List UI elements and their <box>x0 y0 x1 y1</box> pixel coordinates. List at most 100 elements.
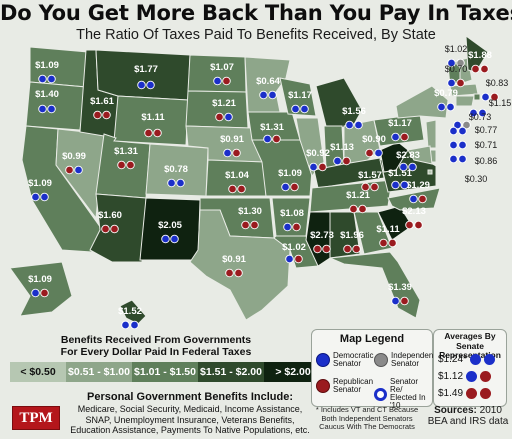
democrat-senator-dot-icon <box>437 102 446 112</box>
ratio-label-nm: $2.05 <box>158 220 182 231</box>
ratio-label-vt: $1.02 <box>445 44 468 54</box>
democrat-senator-dot-icon <box>374 148 383 158</box>
ratio-label-ma: $0.83 <box>486 78 509 88</box>
democrat-senator-dot-icon <box>74 165 83 175</box>
republican-senator-dot-icon <box>222 76 231 86</box>
democrat-senator-dot-icon <box>333 156 342 166</box>
ratio-label-mn: $0.64 <box>256 76 280 87</box>
state-ny <box>395 85 449 119</box>
democrat-senator-dot-icon <box>223 148 232 158</box>
democrat-senator-dot-icon <box>409 194 418 204</box>
ratio-label-ct: $0.73 <box>469 112 492 122</box>
republican-senator-dot-icon <box>456 78 465 88</box>
democrat-senator-dot-icon <box>458 154 467 164</box>
average-value: $1.24* <box>438 354 467 365</box>
ratio-label-ar: $1.08 <box>280 208 304 219</box>
key-bin-051-100: $0.51 - $1.00 <box>66 362 132 382</box>
republican-senator-dot-icon <box>144 128 153 138</box>
republican-senator-dot-icon <box>480 64 489 74</box>
democrat-senator-dot-icon <box>170 234 179 244</box>
legend-republican-label: Republican Senator <box>333 377 374 394</box>
ratio-label-il: $0.92 <box>306 148 330 159</box>
sources-detail: 2010 BEA and IRS data <box>427 405 509 427</box>
republican-senator-dot-icon <box>225 268 234 278</box>
democrat-senator-dot-icon <box>137 80 146 90</box>
democrat-senator-dot-icon <box>458 140 467 150</box>
republican-senator-dot-icon <box>110 224 119 234</box>
democrat-senator-dot-icon <box>291 104 300 114</box>
ratio-label-me: $1.88 <box>468 50 492 61</box>
states-layer <box>9 34 489 325</box>
ratio-label-md: $0.86 <box>475 156 498 166</box>
republican-senator-dot-icon <box>342 156 351 166</box>
republican-senator-dot-icon <box>490 92 499 102</box>
democrat-senator-dot-icon <box>458 126 467 136</box>
ratio-label-sc: $2.13 <box>402 206 426 217</box>
democrat-senator-dot-icon <box>38 74 47 84</box>
republican-senator-dot-icon <box>126 160 135 170</box>
republican-senator-dot-icon <box>358 204 367 214</box>
ratio-label-nc: $1.29 <box>406 180 430 191</box>
map-legend: Map Legend Democratic Senator Independen… <box>311 329 436 410</box>
key-bin-gt200: > $2.00 <box>264 362 322 382</box>
democrat-dot-icon <box>466 371 478 382</box>
republican-senator-dot-icon <box>405 220 414 230</box>
republican-senator-dot-icon <box>40 288 49 298</box>
benefits-note: Personal Government Benefits Include: Me… <box>70 391 310 436</box>
ratio-label-ok: $1.30 <box>238 206 262 217</box>
sources-label: Sources: <box>434 405 477 416</box>
ratio-label-ne: $0.91 <box>220 134 244 145</box>
democrat-senator-dot-icon <box>400 180 409 190</box>
republican-senator-dot-icon <box>65 165 74 175</box>
democrat-senator-dot-icon <box>453 120 462 130</box>
republican-senator-dot-icon <box>228 184 237 194</box>
republican-senator-dot-icon <box>361 182 370 192</box>
state-dc <box>427 169 433 175</box>
democrat-senator-dot-icon <box>213 76 222 86</box>
ratio-label-nj: $0.77 <box>475 125 498 135</box>
democrat-senator-dot-icon <box>399 162 408 172</box>
benefits-title: Personal Government Benefits Include: <box>87 391 293 403</box>
republican-senator-dot-icon <box>388 238 397 248</box>
ratio-label-ut: $1.31 <box>114 146 138 157</box>
average-row: $1.24* <box>438 354 495 365</box>
democrat-senator-dot-icon <box>391 180 400 190</box>
independent-senator-dot-icon <box>456 58 465 68</box>
legend-reelected-label: Senator Re/ Elected In '10 <box>390 377 426 410</box>
republican-senator-dot-icon <box>232 148 241 158</box>
republican-senator-dot-icon <box>241 220 250 230</box>
legend-independent-label: Independent Senator <box>391 351 436 368</box>
republican-senator-dot-icon <box>93 110 102 120</box>
ratio-label-va: $1.51 <box>388 168 412 179</box>
ratio-label-wy: $1.11 <box>141 112 165 123</box>
ratio-label-hi: $1.52 <box>118 306 142 317</box>
republican-senator-dot-icon <box>370 182 379 192</box>
democrat-senator-dot-icon <box>449 154 458 164</box>
democrat-senator-dot-icon <box>121 320 130 330</box>
ratio-label-id: $1.61 <box>90 96 114 107</box>
republican-senator-dot-icon <box>272 134 281 144</box>
footnote: * Includes VT and CT Because Both Indepe… <box>315 405 419 431</box>
democrat-senator-dot-icon <box>408 162 417 172</box>
republican-senator-dot-icon <box>292 222 301 232</box>
us-state-map: $1.09 $1.40 $1.09 $0.99 $1.61 $1.77 $1.11 $1.31… <box>9 34 511 330</box>
democrat-senator-dot-icon <box>31 192 40 202</box>
state-mi <box>315 77 363 129</box>
state-tx <box>189 209 291 321</box>
democrat-senator-dot-icon <box>447 58 456 68</box>
republican-senator-dot-icon <box>294 254 303 264</box>
democrat-senator-dot-icon <box>449 140 458 150</box>
republican-senator-dot-icon <box>215 112 224 122</box>
republican-dot-icon <box>466 388 478 399</box>
ratio-key-scale: < $0.50 $0.51 - $1.00 $1.01 - $1.50 $1.5… <box>10 362 322 382</box>
ratio-label-wa: $1.09 <box>35 60 59 71</box>
key-bin-101-150: $1.01 - $1.50 <box>132 362 198 382</box>
state-nd <box>187 54 247 93</box>
state-ak <box>9 261 73 317</box>
democrat-senator-dot-icon <box>224 112 233 122</box>
democrat-senator-dot-icon <box>469 108 478 118</box>
state-ms <box>305 211 331 267</box>
ratio-key-title: Benefits Received From Governments For E… <box>60 334 252 358</box>
democrat-senator-dot-icon <box>285 254 294 264</box>
